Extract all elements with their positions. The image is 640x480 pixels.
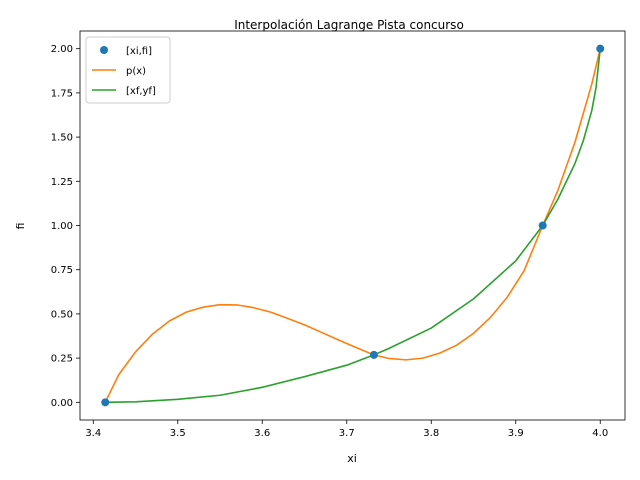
- legend-label: p(x): [126, 66, 146, 77]
- data-point: [596, 44, 605, 53]
- x-tick-label: 3.7: [339, 428, 355, 439]
- x-tick-label: 3.8: [423, 428, 439, 439]
- y-tick-label: 1.00: [51, 221, 73, 232]
- y-tick-label: 2.00: [51, 44, 73, 55]
- legend-label: [xi,fi]: [126, 46, 152, 57]
- x-axis-label: xi: [347, 452, 357, 465]
- legend-frame: [85, 36, 171, 104]
- legend-label: [xf,yf]: [126, 86, 156, 97]
- series-line-xf-yf: [105, 48, 602, 404]
- x-tick-label: 4.0: [592, 428, 608, 439]
- data-point: [101, 398, 110, 407]
- x-tick-label: 3.9: [508, 428, 524, 439]
- y-tick-label: 1.75: [51, 88, 73, 99]
- x-tick-label: 3.5: [170, 428, 186, 439]
- y-axis: 0.00 0.25 0.50 0.75 1.00 1.25 1.50 1.75 2.00: [51, 44, 80, 409]
- y-tick-label: 0.00: [51, 398, 73, 409]
- y-tick-label: 1.25: [51, 177, 73, 188]
- x-tick-label: 3.6: [254, 428, 270, 439]
- y-tick-label: 1.50: [51, 133, 73, 144]
- legend-marker: [100, 46, 108, 54]
- legend: [xi,fi] p(x) [xf,yf]: [85, 36, 171, 104]
- data-point: [538, 221, 547, 230]
- plot-area: [101, 44, 605, 407]
- y-tick-label: 0.25: [51, 354, 73, 365]
- chart-title: Interpolación Lagrange Pista concurso: [234, 18, 464, 32]
- y-tick-label: 0.75: [51, 265, 73, 276]
- data-point: [369, 350, 378, 359]
- y-tick-label: 0.50: [51, 309, 73, 320]
- x-axis: 3.4 3.5 3.6 3.7 3.8 3.9 4.0: [85, 420, 608, 439]
- x-tick-label: 3.4: [85, 428, 101, 439]
- series-line-p-x: [104, 48, 602, 403]
- y-axis-label: fi: [14, 223, 27, 230]
